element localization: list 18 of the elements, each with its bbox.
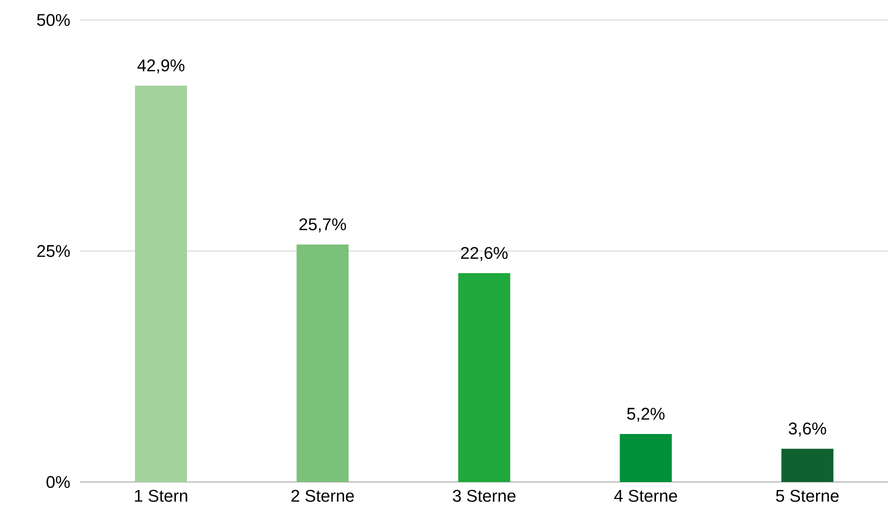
data-label: 42,9% xyxy=(137,59,184,74)
bar xyxy=(458,273,510,482)
bar xyxy=(135,86,188,482)
data-label: 3,6% xyxy=(788,422,826,437)
bar xyxy=(781,448,834,482)
y-tick-label: 25% xyxy=(37,245,70,257)
y-tick-label: 0% xyxy=(46,476,70,488)
x-tick-label: 3 Sterne xyxy=(452,490,516,502)
x-tick-label: 2 Sterne xyxy=(291,490,354,502)
x-tick-label: 4 Sterne xyxy=(614,490,678,502)
x-tick-label: 1 Stern xyxy=(134,490,188,502)
data-label: 22,6% xyxy=(461,246,508,261)
y-tick-label: 50% xyxy=(37,14,70,26)
bar xyxy=(296,244,349,482)
data-label: 5,2% xyxy=(627,408,664,422)
bar xyxy=(620,434,672,482)
x-tick-label: 5 Sterne xyxy=(776,490,839,502)
data-label: 25,7% xyxy=(299,218,346,232)
